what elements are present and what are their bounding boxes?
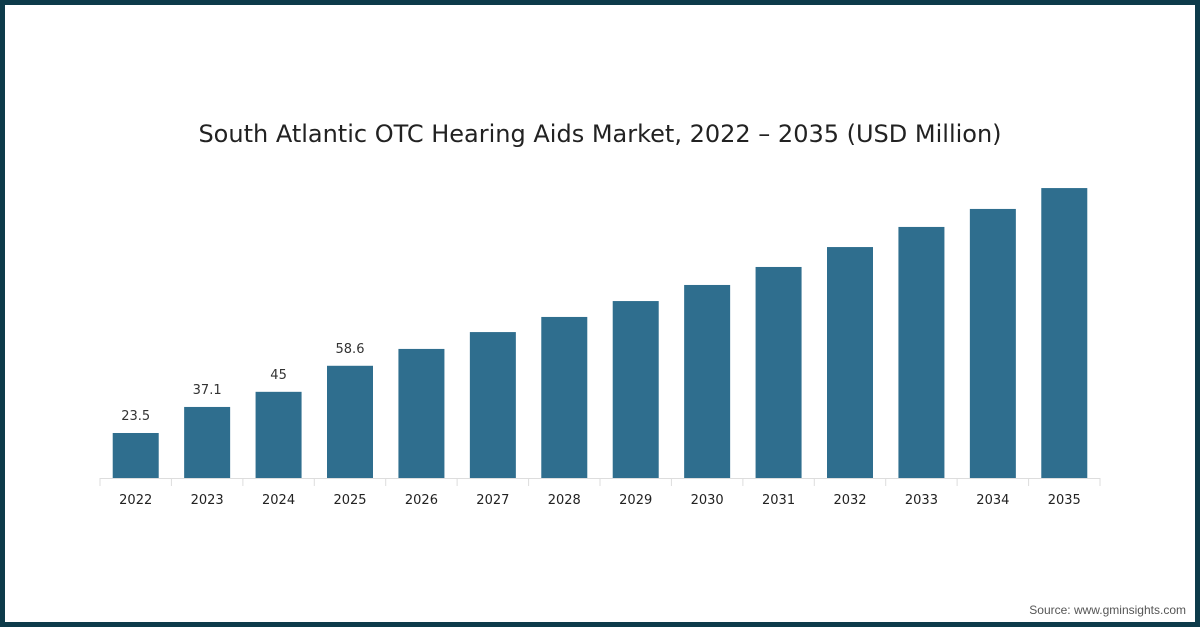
bar-2023 bbox=[184, 406, 231, 478]
x-tick-label: 2031 bbox=[762, 493, 795, 508]
x-tick-label: 2028 bbox=[548, 493, 581, 508]
x-tick-label: 2026 bbox=[405, 493, 438, 508]
bar-2033 bbox=[898, 226, 945, 478]
bar-2029 bbox=[612, 301, 659, 478]
bar-2026 bbox=[398, 348, 445, 478]
x-tick-label: 2034 bbox=[976, 493, 1009, 508]
x-tick-label: 2032 bbox=[833, 493, 866, 508]
x-tick-label: 2035 bbox=[1048, 493, 1081, 508]
x-tick-label: 2023 bbox=[191, 493, 224, 508]
bar-2031 bbox=[755, 266, 802, 478]
x-tick-label: 2025 bbox=[333, 493, 366, 508]
bar-2034 bbox=[969, 208, 1016, 478]
bar-2030 bbox=[684, 284, 731, 478]
data-label: 45 bbox=[270, 368, 287, 383]
chart-title: South Atlantic OTC Hearing Aids Market, … bbox=[198, 120, 1001, 148]
x-axis: 2022 2023 2024 2025 2026 2027 2028 2029 2030 2031… bbox=[99, 478, 1101, 508]
data-label: 37.1 bbox=[193, 383, 222, 398]
bar-2035 bbox=[1041, 188, 1088, 478]
source-text: Source: www.gminsights.com bbox=[1029, 603, 1186, 617]
x-tick-label: 2030 bbox=[691, 493, 724, 508]
data-label: 23.5 bbox=[121, 409, 150, 424]
bar-2025 bbox=[327, 365, 373, 478]
bar-2024 bbox=[255, 391, 302, 478]
bar-2028 bbox=[541, 316, 588, 478]
x-tick-label: 2024 bbox=[262, 493, 295, 508]
bar-2022 bbox=[112, 432, 159, 478]
x-tick-label: 2022 bbox=[119, 493, 152, 508]
bar-2027 bbox=[469, 332, 516, 478]
x-tick-label: 2027 bbox=[476, 493, 509, 508]
bars-group: 23.5 37.1 45 58.6 bbox=[112, 188, 1088, 478]
x-tick-label: 2033 bbox=[905, 493, 938, 508]
x-tick-label: 2029 bbox=[619, 493, 652, 508]
data-label: 58.6 bbox=[336, 342, 365, 357]
bar-2032 bbox=[827, 247, 873, 478]
